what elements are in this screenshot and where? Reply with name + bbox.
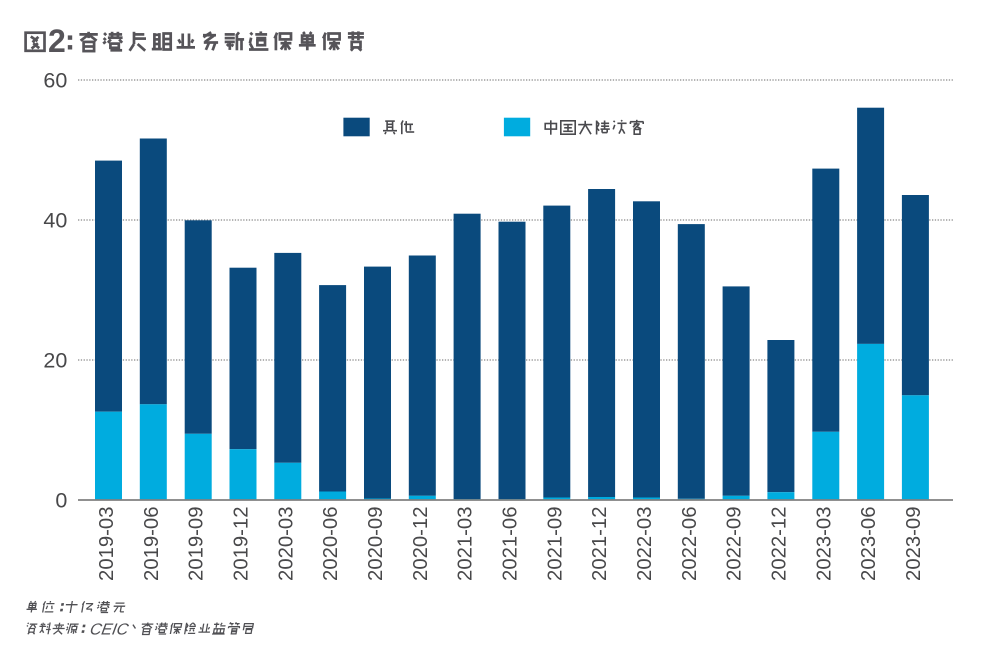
svg-text:2022-06: 2022-06 <box>679 507 701 581</box>
svg-text:0: 0 <box>55 488 67 512</box>
svg-text:2023-09: 2023-09 <box>903 507 925 581</box>
svg-text:CEIC: CEIC <box>88 621 130 639</box>
svg-text:2022-03: 2022-03 <box>634 507 656 581</box>
svg-text:2019-12: 2019-12 <box>231 507 253 581</box>
svg-text:2019-09: 2019-09 <box>186 507 208 581</box>
svg-text:2022-12: 2022-12 <box>768 507 790 581</box>
svg-text:2021-09: 2021-09 <box>544 507 566 581</box>
svg-text:40: 40 <box>43 208 67 232</box>
svg-text:2021-12: 2021-12 <box>589 507 611 581</box>
svg-text:2022-09: 2022-09 <box>724 507 746 581</box>
svg-text:2020-09: 2020-09 <box>365 507 387 581</box>
svg-text:2020-12: 2020-12 <box>410 507 432 581</box>
svg-text:2023-03: 2023-03 <box>813 507 835 581</box>
svg-text:2020-03: 2020-03 <box>275 507 297 581</box>
svg-text:2021-03: 2021-03 <box>455 507 477 581</box>
svg-text:2019-03: 2019-03 <box>96 507 118 581</box>
svg-text:2: 2 <box>48 23 66 59</box>
svg-text:2020-06: 2020-06 <box>320 507 342 581</box>
svg-text:20: 20 <box>43 348 67 372</box>
svg-text:60: 60 <box>43 68 67 92</box>
svg-text:2021-06: 2021-06 <box>500 507 522 581</box>
svg-text:2019-06: 2019-06 <box>141 507 163 581</box>
svg-text:2023-06: 2023-06 <box>858 507 880 581</box>
